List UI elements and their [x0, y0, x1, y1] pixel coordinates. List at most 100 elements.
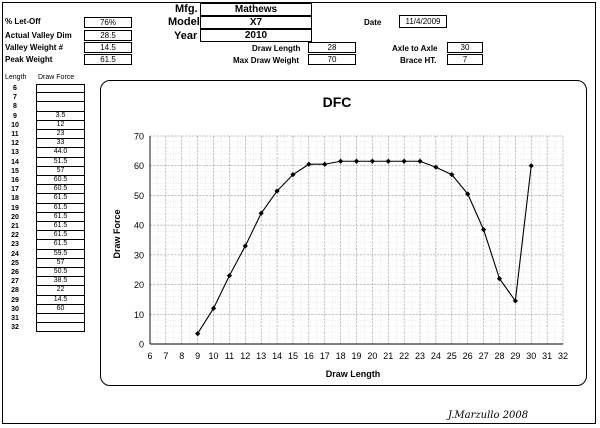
date-label: Date: [364, 18, 382, 27]
draw-force-cell: [36, 314, 85, 324]
length-cell: 21: [11, 223, 19, 230]
draw-force-cell: [36, 323, 85, 333]
draw-force-cell: [36, 93, 85, 103]
data-point: [528, 163, 534, 169]
x-tick-label: 23: [415, 351, 425, 361]
draw-force-cell: 12: [36, 120, 85, 130]
draw-force-cell: 59.5: [36, 249, 85, 259]
let-off-label: % Let-Off: [5, 17, 41, 26]
max-draw-weight-value: 70: [308, 54, 356, 65]
draw-force-cell: 3.5: [36, 111, 85, 121]
length-cell: 25: [11, 259, 19, 267]
length-cell: 18: [11, 195, 19, 203]
date-value: 11/4/2009: [399, 15, 447, 28]
data-point: [258, 210, 264, 216]
draw-force-cell: 57: [36, 258, 85, 268]
x-tick-label: 21: [383, 351, 393, 361]
model-label: Model: [168, 16, 200, 28]
draw-force-cell: 33: [36, 139, 85, 149]
axes: [149, 136, 563, 345]
length-cell: 12: [11, 140, 19, 148]
x-tick-label: 16: [304, 351, 314, 361]
x-tick-label: 10: [209, 351, 219, 361]
x-tick-label: 31: [542, 351, 552, 361]
length-cell: 14: [11, 158, 19, 166]
draw-force-cell: 51.5: [36, 157, 85, 167]
length-cell: 20: [11, 213, 19, 221]
x-tick-label: 28: [494, 351, 504, 361]
data-point: [290, 172, 296, 178]
data-point: [512, 298, 518, 304]
draw-length-value: 28: [308, 42, 356, 53]
valley-weight-label: Valley Weight #: [5, 43, 64, 52]
length-cell: 27: [11, 278, 19, 286]
draw-force-cell: 61.5: [36, 222, 85, 232]
data-point: [195, 331, 201, 337]
draw-force-cell: 50.5: [36, 268, 85, 278]
length-cell: 9: [13, 112, 17, 120]
x-tick-label: 32: [558, 351, 568, 361]
mfg-label: Mfg.: [175, 3, 198, 15]
data-point: [480, 227, 487, 233]
data-point: [322, 161, 328, 167]
y-tick-label: 50: [134, 191, 144, 201]
y-axis-label: Draw Force: [112, 209, 122, 258]
length-cell: 16: [11, 177, 19, 184]
model-value: X7: [200, 16, 312, 29]
length-cell: 11: [11, 131, 19, 138]
y-tick-label: 10: [134, 310, 144, 320]
draw-force-cell: 61.5: [36, 240, 85, 250]
y-tick-label: 60: [134, 161, 144, 171]
draw-force-cell: 57: [36, 166, 85, 176]
x-tick-label: 15: [288, 351, 298, 361]
length-cell: 32: [11, 324, 19, 332]
x-tick-label: 6: [147, 351, 152, 361]
draw-force-header: Draw Force: [38, 74, 75, 81]
length-cell: 17: [11, 186, 19, 194]
data-point: [385, 158, 391, 164]
y-tick-label: 20: [134, 280, 144, 290]
y-tick-labels: 0 10 20 30 40 50 60 70: [134, 132, 144, 350]
brace-label: Brace HT.: [400, 56, 437, 65]
y-tick-label: 30: [134, 250, 144, 260]
major-grid: [149, 135, 564, 345]
mfg-value: Mathews: [200, 3, 312, 16]
chart-panel: DFC 6 7 8 9 10 11 12 13 14 15 16 17 18 19 20 21 22 23 24 25…: [100, 80, 587, 386]
length-cell: 28: [11, 287, 19, 295]
data-point: [401, 158, 407, 164]
x-tick-label: 13: [256, 351, 266, 361]
data-point: [353, 158, 360, 164]
x-tick-label: 20: [367, 351, 377, 361]
brace-value: 7: [447, 54, 483, 65]
peak-weight-label: Peak Weight: [5, 55, 53, 64]
length-cell: 22: [11, 232, 19, 240]
draw-force-cell: 60.5: [36, 185, 85, 195]
draw-force-cell: 23: [36, 130, 85, 140]
length-cell: 6: [13, 85, 17, 92]
draw-force-cell: [36, 84, 85, 94]
x-tick-label: 12: [240, 351, 250, 361]
draw-force-cell: 61.5: [36, 231, 85, 241]
axle-label: Axle to Axle: [392, 44, 438, 53]
year-label: Year: [174, 30, 198, 42]
length-cell: 15: [11, 167, 19, 175]
x-tick-label: 30: [526, 351, 536, 361]
data-point: [449, 172, 455, 178]
data-point: [433, 164, 439, 170]
length-cell: 24: [11, 250, 19, 258]
draw-force-line: [197, 160, 532, 334]
draw-force-cell: 61.5: [36, 212, 85, 222]
x-tick-label: 29: [510, 351, 520, 361]
length-cell: 30: [11, 305, 19, 313]
year-value: 2010: [200, 29, 312, 42]
x-tick-label: 11: [225, 351, 234, 361]
x-tick-label: 26: [463, 351, 473, 361]
x-tick-label: 17: [320, 351, 330, 361]
length-cell: 23: [11, 241, 19, 249]
data-point: [417, 158, 423, 164]
x-tick-labels: 6 7 8 9 10 11 12 13 14 15 16 17 18 19 20 21 22 23 24 25 26 27…: [147, 351, 568, 361]
x-tick-label: 25: [447, 351, 457, 361]
x-tick-label: 19: [351, 351, 361, 361]
data-point: [338, 158, 344, 164]
axle-value: 30: [447, 42, 483, 53]
